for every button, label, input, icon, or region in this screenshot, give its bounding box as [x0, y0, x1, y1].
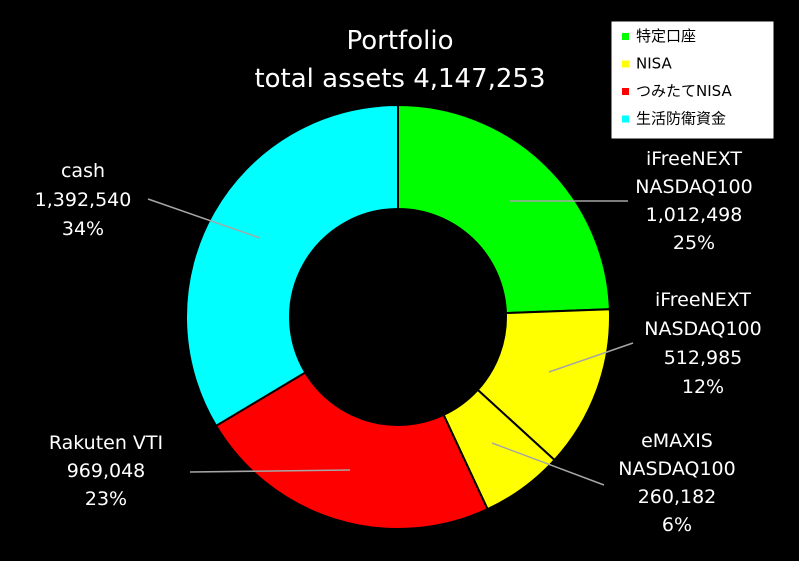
data-label-2-line-3: 512,985	[664, 347, 743, 369]
data-label-3-line-3: 260,182	[638, 486, 717, 508]
legend-swatch-4	[622, 115, 629, 123]
data-label-5-line-1: cash	[61, 160, 105, 182]
leader-line-4	[189, 469, 351, 473]
donut-slices	[185, 103, 611, 530]
data-label-1-line-1: iFreeNEXT	[646, 148, 742, 170]
data-label-4: Rakuten VTI 969,048 23%	[49, 432, 163, 510]
data-label-2: iFreeNEXT NASDAQ100 512,985 12%	[644, 289, 761, 398]
leader-line-3	[491, 442, 605, 486]
data-label-1-line-3: 1,012,498	[646, 204, 743, 226]
data-label-3: eMAXIS NASDAQ100 260,182 6%	[618, 430, 735, 536]
data-label-4-line-3: 23%	[85, 488, 127, 510]
legend-swatch-3	[622, 88, 629, 95]
legend: 特定口座 NISA つみたてNISA 生活防衛資金	[610, 20, 775, 140]
data-label-1-line-4: 25%	[673, 232, 715, 254]
legend-box	[610, 20, 775, 140]
data-label-3-line-1: eMAXIS	[641, 430, 713, 452]
leader-lines	[147, 198, 634, 486]
data-label-2-line-4: 12%	[682, 376, 724, 398]
data-label-5: cash 1,392,540 34%	[35, 160, 132, 240]
data-label-5-line-3: 34%	[62, 218, 104, 240]
legend-label-3: つみたてNISA	[636, 82, 732, 100]
data-label-3-line-2: NASDAQ100	[618, 458, 735, 480]
data-label-4-line-1: Rakuten VTI	[49, 432, 163, 454]
slice-1	[397, 103, 611, 315]
chart-title: Portfolio	[347, 26, 454, 56]
data-label-5-line-2: 1,392,540	[35, 189, 132, 211]
data-label-4-line-2: 969,048	[67, 460, 146, 482]
leader-line-5	[147, 198, 261, 239]
data-label-1-line-2: NASDAQ100	[635, 176, 752, 198]
legend-label-2: NISA	[636, 55, 672, 73]
data-label-2-line-1: iFreeNEXT	[655, 289, 751, 311]
data-label-3-line-4: 6%	[662, 514, 692, 536]
legend-label-1: 特定口座	[636, 27, 696, 45]
legend-label-4: 生活防衛資金	[636, 110, 726, 128]
chart-subtitle: total assets 4,147,253	[254, 64, 545, 94]
data-labels: iFreeNEXT NASDAQ100 1,012,498 25% iFreeNEXT N…	[35, 148, 762, 536]
legend-swatch-2	[622, 60, 629, 68]
data-label-2-line-2: NASDAQ100	[644, 318, 761, 340]
data-label-1: iFreeNEXT NASDAQ100 1,012,498 25%	[635, 148, 752, 254]
leader-line-2	[548, 342, 634, 373]
slice-4	[214, 371, 489, 530]
legend-swatch-1	[622, 33, 629, 40]
slice-5	[185, 103, 399, 428]
